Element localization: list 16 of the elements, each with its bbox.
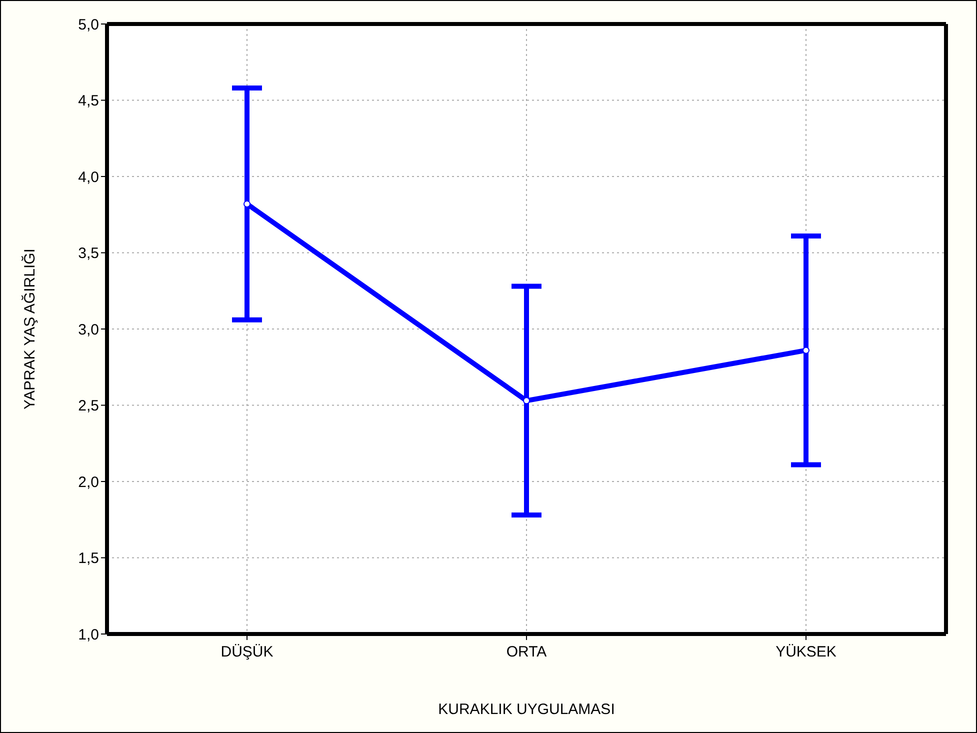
- y-tick-label: 1,0: [78, 626, 99, 644]
- y-tick-label: 3,5: [78, 245, 99, 262]
- y-tick-label: 2,0: [78, 474, 99, 491]
- x-tick-label: YÜKSEK: [776, 644, 836, 661]
- y-tick-label: 4,5: [78, 92, 99, 110]
- x-tick-label: ORTA: [506, 644, 547, 661]
- y-tick-label: 3,0: [78, 321, 99, 338]
- point: [523, 397, 530, 404]
- y-tick-label: 1,5: [78, 550, 99, 568]
- x-axis-title: KURAKLIK UYGULAMASI: [438, 701, 615, 718]
- x-tick-label: DÜŞÜK: [220, 644, 274, 661]
- point: [802, 346, 810, 354]
- y-tick-label: 2,5: [78, 398, 99, 415]
- y-axis-title: YAPRAK YAŞ AĞIRLIĞI: [20, 248, 38, 410]
- y-tick-label: 5,0: [78, 16, 99, 34]
- y-tick-label: 4,0: [78, 168, 99, 186]
